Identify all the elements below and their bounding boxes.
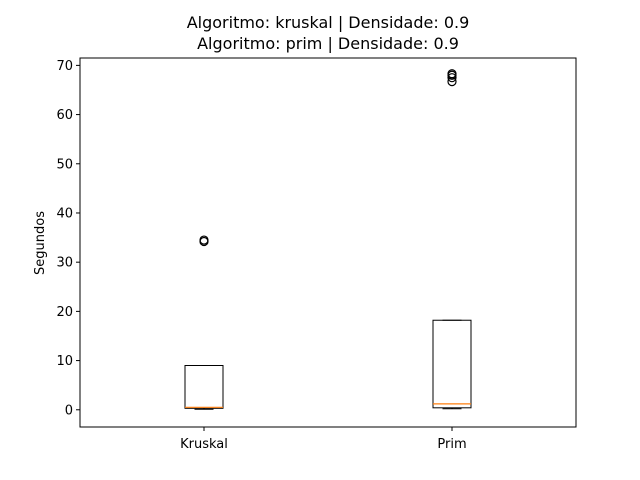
outlier-point (447, 73, 457, 83)
y-tick-label: 10 (56, 354, 73, 369)
y-tick-label: 20 (56, 305, 73, 320)
y-axis-label: Segundos (33, 211, 48, 275)
y-tick-label: 0 (65, 403, 73, 418)
y-tick-label: 50 (56, 157, 73, 172)
y-tick-label: 30 (56, 256, 73, 271)
box-iqr (184, 365, 224, 409)
box-iqr (432, 319, 472, 409)
y-tick-label: 60 (56, 108, 73, 123)
x-tick-label: Kruskal (180, 437, 228, 452)
chart-title-line-2: Algoritmo: prim | Densidade: 0.9 (197, 34, 459, 53)
y-tick-label: 40 (56, 206, 73, 221)
chart-title-line-1: Algoritmo: kruskal | Densidade: 0.9 (187, 13, 470, 32)
x-tick-label: Prim (437, 437, 466, 452)
outlier-point (199, 235, 209, 245)
plot-frame (79, 57, 577, 428)
y-tick-label: 70 (56, 59, 73, 74)
outlier-point (447, 69, 457, 79)
